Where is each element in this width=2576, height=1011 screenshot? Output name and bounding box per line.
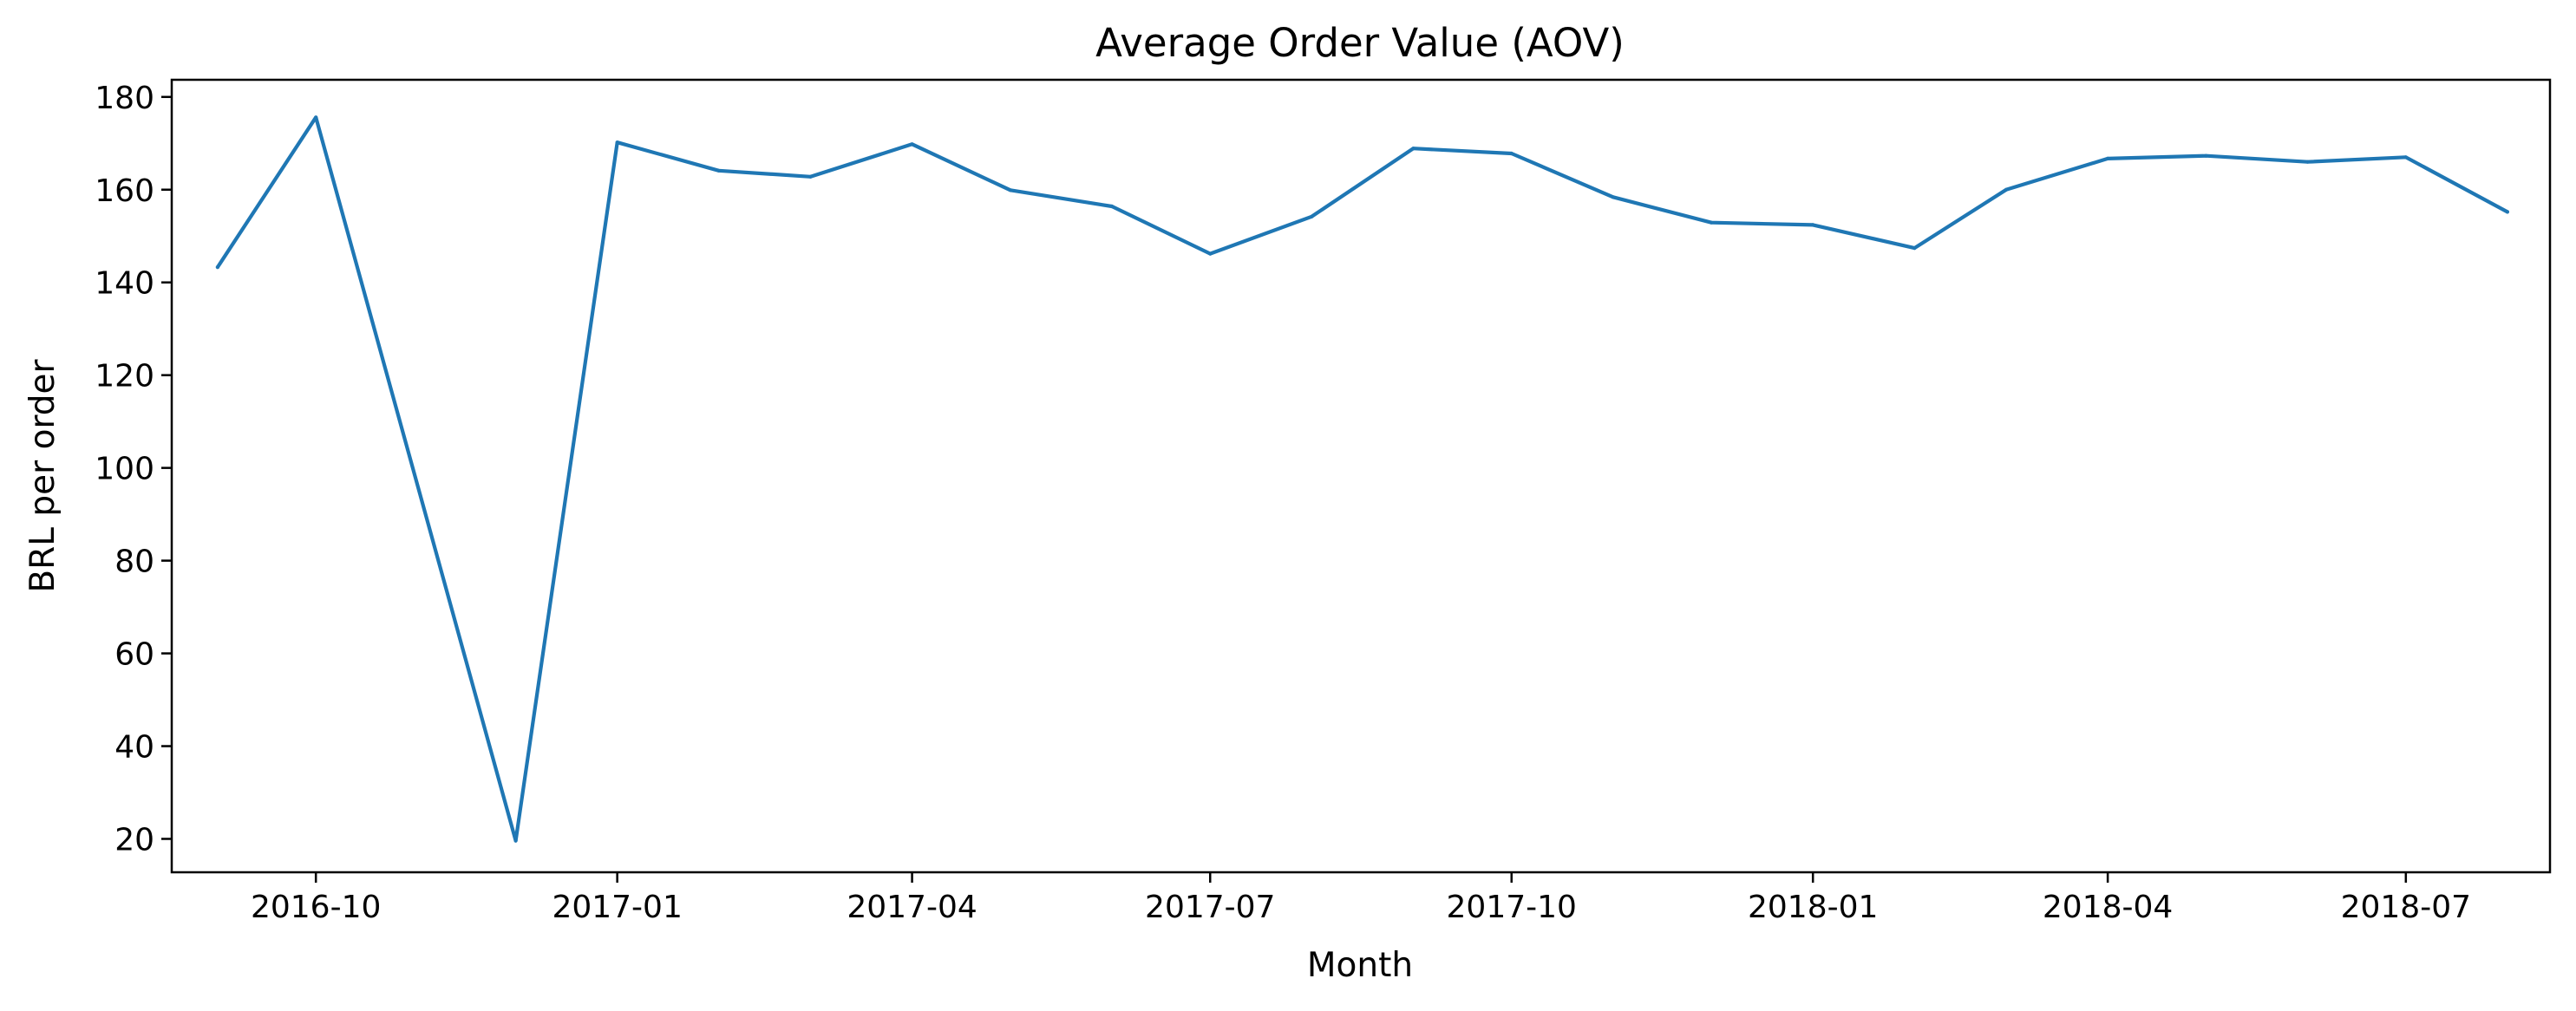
- chart-title: Average Order Value (AOV): [1095, 20, 1625, 66]
- data-point: [2403, 155, 2408, 160]
- data-point: [1008, 188, 1012, 192]
- data-point: [808, 174, 813, 179]
- y-tick-label: 100: [95, 452, 154, 487]
- axes-frame: [170, 78, 2552, 874]
- x-tick-label: 2018-01: [1748, 890, 1878, 925]
- y-tick-label: 60: [114, 637, 154, 673]
- x-tick-label: 2017-10: [1447, 890, 1577, 925]
- x-tick-label: 2017-04: [847, 890, 977, 925]
- data-point: [1411, 147, 1415, 151]
- data-point: [716, 168, 721, 173]
- data-point: [1811, 223, 1815, 227]
- data-point: [513, 838, 518, 843]
- x-tick-label: 2018-04: [2043, 890, 2173, 925]
- data-point: [2305, 160, 2310, 164]
- y-tick-label: 120: [95, 359, 154, 395]
- data-point: [615, 140, 619, 145]
- x-tick-label: 2017-07: [1145, 890, 1275, 925]
- x-tick-label: 2018-07: [2341, 890, 2471, 925]
- data-point: [1208, 251, 1213, 256]
- y-tick-label: 20: [114, 822, 154, 858]
- data-point: [2106, 156, 2110, 160]
- data-point: [314, 115, 318, 120]
- x-tick-label: 2017-01: [552, 890, 682, 925]
- y-tick-label: 140: [95, 266, 154, 302]
- data-point: [2505, 210, 2509, 214]
- data-point: [1310, 214, 1314, 219]
- x-axis-label: Month: [1307, 946, 1413, 985]
- data-point: [2204, 153, 2208, 158]
- data-point: [910, 142, 914, 147]
- data-point: [1509, 151, 1514, 156]
- y-axis-label: BRL per order: [23, 358, 62, 592]
- data-point: [1912, 246, 1917, 251]
- x-tick-label: 2016-10: [251, 890, 381, 925]
- data-point: [1710, 220, 1714, 225]
- data-point: [2004, 187, 2009, 192]
- data-point: [1109, 204, 1115, 209]
- y-tick-label: 80: [114, 545, 154, 580]
- data-point: [215, 265, 219, 270]
- plot-area: [215, 115, 2509, 843]
- y-tick-label: 180: [95, 81, 154, 116]
- y-tick-label: 160: [95, 173, 154, 209]
- y-tick-label: 40: [114, 730, 154, 766]
- data-point: [1611, 195, 1615, 199]
